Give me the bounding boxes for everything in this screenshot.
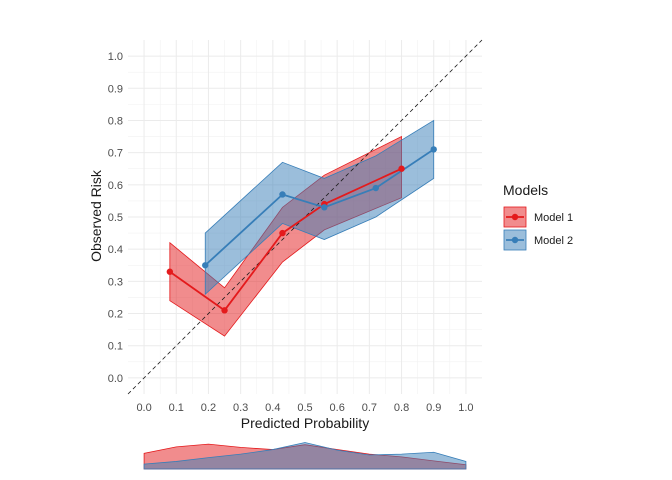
y-axis-title: Observed Risk [88, 169, 104, 262]
x-tick-label: 0.4 [265, 402, 280, 414]
y-tick-label: 0.4 [108, 244, 123, 256]
legend-key-point [511, 236, 519, 244]
y-tick-label: 0.7 [108, 148, 123, 160]
legend-key-point [511, 213, 519, 221]
y-tick-label: 0.8 [108, 115, 123, 127]
legend-label: Model 2 [534, 235, 573, 247]
legend-item-model-1: Model 1 [503, 206, 573, 228]
y-tick-label: 0.3 [108, 276, 123, 288]
y-tick-label: 0.9 [108, 83, 123, 95]
y-tick-label: 0.1 [108, 341, 123, 353]
x-axis-title: Predicted Probability [241, 415, 369, 431]
x-tick-label: 0.0 [136, 402, 151, 414]
model-2-point [430, 146, 437, 153]
density-panel [143, 442, 467, 470]
y-tick-label: 0.2 [108, 309, 123, 321]
x-tick-label: 0.1 [169, 402, 184, 414]
x-tick-label: 0.9 [426, 402, 441, 414]
legend-label: Model 1 [534, 212, 573, 224]
legend-item-model-2: Model 2 [503, 229, 573, 251]
model-2-point [372, 184, 379, 192]
model-2-point [321, 204, 328, 211]
y-tick-label: 0.6 [108, 180, 123, 192]
x-tick-label: 0.8 [394, 402, 409, 414]
legend-title: Models [503, 182, 548, 198]
y-tick-labels: 0.0 0.1 0.2 0.3 0.4 0.5 0.6 0.7 0.8 0.9 1.0 [108, 51, 123, 385]
model-1-point [221, 307, 228, 314]
x-tick-label: 0.2 [201, 402, 216, 414]
x-tick-label: 0.3 [233, 402, 248, 414]
x-tick-labels: 0.0 0.1 0.2 0.3 0.4 0.5 0.6 0.7 0.8 0.9 1.0 [136, 402, 473, 414]
model-2-point [202, 262, 209, 269]
model-2-point [279, 191, 286, 198]
x-tick-label: 0.5 [297, 402, 312, 414]
x-tick-label: 1.0 [458, 402, 473, 414]
series-points [166, 146, 437, 314]
model-1-point [166, 268, 174, 275]
model-1-point [279, 229, 286, 237]
legend: Models Model 1 Model 2 [503, 182, 573, 251]
y-tick-label: 1.0 [108, 51, 123, 63]
x-tick-label: 0.6 [330, 402, 345, 414]
x-tick-label: 0.7 [362, 402, 377, 414]
model-2-density [143, 442, 467, 470]
y-tick-label: 0.5 [108, 212, 123, 224]
model-1-point [398, 165, 405, 172]
y-tick-label: 0.0 [108, 373, 123, 385]
